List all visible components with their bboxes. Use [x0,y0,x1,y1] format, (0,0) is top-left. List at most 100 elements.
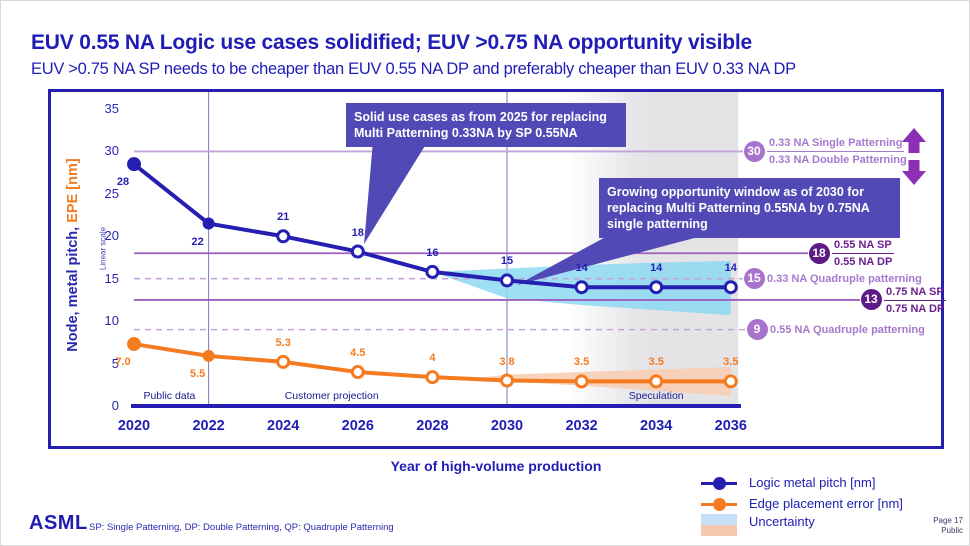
page-title: EUV 0.55 NA Logic use cases solidified; … [31,31,753,54]
legend-item-logic-metal-pitch: Logic metal pitch [nm] [701,472,903,493]
x-tick-label: 2036 [714,418,747,434]
data-label: 3.5 [723,356,739,369]
data-label: 14 [724,262,737,275]
data-point [425,370,440,385]
reference-badge-9: 9 [746,319,768,341]
y-tick-label: 30 [104,143,119,159]
y-tick-label: 5 [111,355,119,371]
page-subtitle: EUV >0.75 NA SP needs to be cheaper than… [31,60,796,78]
x-tick-label: 2026 [341,418,374,434]
data-label: 3.8 [499,355,515,368]
reference-badge-15: 15 [743,268,765,290]
reference-label-9: 0.55 NA Quadruple patterning [770,323,925,336]
arrow-up-icon [902,128,926,153]
x-axis-title: Year of high-volume production [390,458,602,474]
data-label: 4 [429,352,436,365]
data-label: 15 [500,255,514,268]
section-label: Customer projection [284,390,379,402]
chart-area: Node, metal pitch, EPE [nm] Linear scale… [48,89,946,449]
data-point [574,374,589,389]
data-label: 14 [575,262,588,275]
data-label: 28 [116,176,130,189]
data-point [127,337,141,352]
reference-label-13: 0.75 NA SP 0.75 NA DP [884,285,946,316]
x-tick-label: 2032 [565,418,598,434]
reference-badge-30: 30 [743,140,765,162]
callout-solid-use-cases: Solid use cases as from 2025 for replaci… [346,103,626,147]
data-label: 3.5 [648,356,664,369]
classification-label: Public [941,526,963,535]
legend: Logic metal pitch [nm] Edge placement er… [701,472,903,538]
data-label: 18 [351,226,364,239]
data-point [276,354,291,369]
data-point [500,273,514,288]
footnote-abbreviations: SP: Single Patterning, DP: Double Patter… [89,522,394,533]
x-tick-label: 2020 [117,418,151,434]
y-axis-scale-note: Linear scale [98,226,108,271]
data-point [723,280,738,295]
legend-item-edge-placement-error: Edge placement error [nm] [701,493,903,514]
reference-label-18: 0.55 NA SP 0.55 NA DP [832,238,894,269]
legend-uncertainty-swatch-icon [701,514,737,536]
y-tick-label: 15 [104,270,119,286]
data-point [276,229,291,244]
reference-label-top: 0.75 NA SP [884,285,946,301]
data-point [350,365,365,380]
reference-label-30: 0.33 NA Single Patterning 0.33 NA Double … [767,136,909,167]
data-label: 22 [191,235,204,248]
x-tick-label: 2022 [192,418,225,434]
data-label: 5.5 [189,367,206,380]
data-point [723,374,738,389]
data-point [649,280,664,295]
callout-growing-opportunity: Growing opportunity window as of 2030 fo… [599,178,900,238]
reference-badge-13: 13 [860,289,882,311]
data-point [500,373,514,388]
data-label: 4.5 [350,347,366,360]
data-point [649,374,664,389]
data-point [350,244,365,259]
legend-orange-line-icon [701,493,737,515]
data-label: 14 [650,262,663,275]
reference-label-top: 0.55 NA SP [832,238,894,255]
callout-pointer-2 [517,227,736,285]
page-number: Page 17 [933,516,963,525]
arrow-down-icon [902,160,926,185]
legend-label: Logic metal pitch [nm] [749,475,876,490]
data-point [425,264,440,279]
legend-label: Edge placement error [nm] [749,496,903,511]
callout-growing-opportunity-text: Growing opportunity window as of 2030 fo… [607,185,870,231]
section-label: Speculation [628,390,684,402]
x-tick-label: 2024 [267,418,300,434]
callout-solid-use-cases-text: Solid use cases as from 2025 for replaci… [354,110,607,140]
data-point [127,157,141,172]
reference-badge-18: 18 [808,242,830,264]
legend-label: Uncertainty [749,514,815,529]
callout-pointer-1 [364,141,428,244]
data-label: 7.0 [115,356,131,369]
reference-label-bottom: 0.55 NA DP [834,256,893,269]
y-tick-label: 0 [111,398,119,413]
asml-logo: ASML [29,512,88,534]
data-label: 5.3 [275,336,291,349]
x-tick-label: 2034 [640,418,673,434]
page-info: Page 17 Public [933,516,963,536]
reference-label-bottom: 0.75 NA DP [886,302,945,315]
x-tick-label: 2028 [416,418,449,434]
y-tick-label: 20 [104,228,119,244]
legend-blue-line-icon [701,472,737,494]
legend-item-uncertainty: Uncertainty [701,514,903,538]
y-tick-label: 35 [104,100,119,116]
y-tick-label: 10 [104,313,119,329]
plot-canvas [127,92,926,408]
data-label: 3.5 [573,356,590,369]
reference-label-top: 0.33 NA Single Patterning [767,136,905,153]
x-tick-label: 2030 [490,418,524,434]
section-label: Public data [143,390,196,402]
data-label: 21 [277,211,290,224]
data-point [202,217,215,230]
data-point [574,280,589,295]
data-label: 16 [426,246,439,259]
reference-label-bottom: 0.33 NA Double Patterning [769,154,907,167]
data-point [202,349,215,362]
